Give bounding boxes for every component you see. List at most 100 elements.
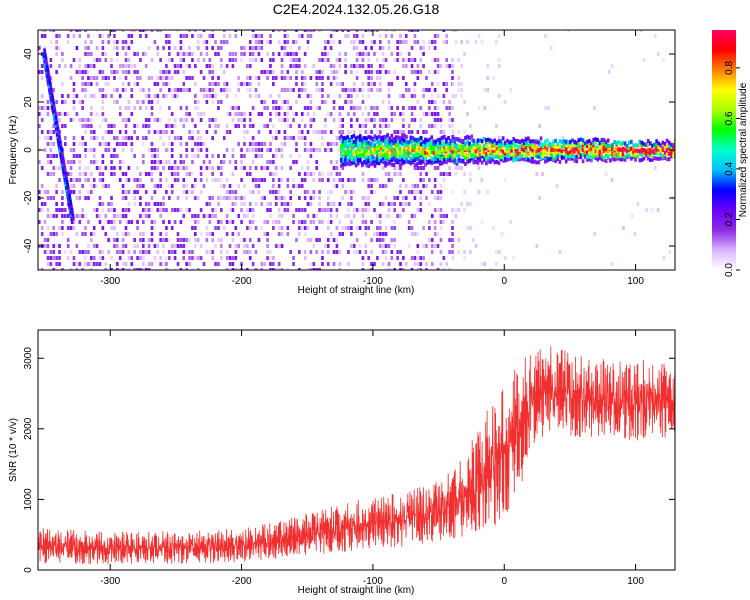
spectrogram-cell — [60, 146, 63, 151]
spectrogram-cell — [72, 88, 76, 92]
spectrogram-cell — [428, 141, 431, 146]
spectrogram-cell — [205, 154, 209, 158]
spectrogram-cell — [583, 149, 587, 154]
spectrogram-cell — [191, 154, 194, 158]
spectrogram-cell — [98, 262, 102, 266]
spectrogram-cell — [104, 262, 108, 266]
spectrogram-cell — [150, 166, 154, 170]
spectrogram-cell — [156, 166, 160, 170]
spectrogram-cell — [211, 46, 214, 50]
spectrogram-cell — [312, 118, 316, 122]
spectrogram-cell — [57, 144, 61, 149]
spectrogram-cell — [84, 88, 87, 92]
spectrogram-cell — [240, 202, 243, 206]
spectrogram-cell — [321, 70, 324, 74]
spectrogram-cell — [251, 106, 255, 110]
spectrogram-cell — [70, 205, 73, 210]
spectrogram-cell — [188, 30, 191, 32]
spectrogram-cell — [127, 190, 131, 194]
spectrogram-cell — [609, 150, 612, 155]
spectrogram-cell — [144, 214, 148, 218]
spectrogram-cell — [370, 250, 373, 254]
spectrogram-cell — [69, 268, 73, 270]
spectrogram-cell — [657, 147, 661, 152]
spectrogram-cell — [535, 172, 539, 176]
spectrogram-cell — [196, 220, 200, 224]
spectrogram-cell — [298, 34, 301, 38]
spectrogram-cell — [390, 178, 394, 182]
spectrogram-cell — [124, 244, 128, 248]
spectrogram-cell — [118, 214, 122, 218]
spectrogram-cell — [133, 238, 136, 242]
spectrogram-cell — [535, 151, 539, 156]
spectrogram-cell — [404, 262, 408, 266]
spectrogram-cell — [173, 70, 177, 74]
spectrogram-cell — [309, 100, 313, 104]
spectrogram-cell — [303, 30, 307, 32]
spectrogram-cell — [529, 159, 532, 164]
spectrogram-cell — [214, 208, 217, 212]
spectrogram-cell — [554, 138, 558, 143]
spectrogram-cell — [199, 148, 203, 152]
spectrogram-cell — [416, 268, 420, 270]
spectrogram-cell — [527, 144, 530, 149]
spectrogram-cell — [162, 202, 165, 206]
spectrogram-cell — [611, 151, 614, 156]
spectrogram-cell — [436, 94, 440, 98]
spectrogram-cell — [347, 262, 350, 266]
spectrogram-cell — [417, 144, 421, 149]
spectrogram-cell — [344, 140, 347, 145]
spectrogram-cell — [246, 76, 249, 80]
spectrogram-cell — [133, 82, 136, 86]
spectrogram-cell — [251, 244, 255, 248]
spectrogram-cell — [392, 143, 396, 148]
spectrogram-cell — [387, 244, 391, 248]
spectrogram-cell — [199, 256, 203, 260]
spectrogram-cell — [527, 151, 530, 156]
spectrogram-cell — [87, 220, 90, 224]
spectrogram-cell — [153, 118, 157, 122]
spectrogram-cell — [116, 46, 119, 50]
spectrogram-cell — [477, 166, 481, 170]
spectrogram-cell — [663, 145, 667, 150]
spectrogram-cell — [87, 244, 90, 248]
spectrogram-cell — [124, 88, 128, 92]
spectrogram-cell — [402, 202, 405, 206]
spectrogram-cell — [387, 88, 391, 92]
spectrogram-cell — [121, 88, 125, 92]
spectrogram-cell — [482, 144, 486, 149]
spectrogram-cell — [329, 190, 333, 194]
spectrogram-cell — [430, 40, 434, 44]
spectrogram-cell — [56, 124, 59, 128]
spectrogram-cell — [150, 30, 154, 32]
spectrogram-cell — [670, 154, 673, 159]
spectrogram-cell — [124, 208, 128, 212]
spectrogram-cell — [179, 154, 183, 158]
spectrogram-cell — [655, 145, 658, 150]
spectrogram-cell — [101, 118, 105, 122]
spectrogram-cell — [107, 250, 110, 254]
spectrogram-cell — [380, 146, 383, 151]
spectrogram-cell — [428, 159, 431, 164]
spectrogram-cell — [98, 34, 102, 38]
spectrogram-cell — [375, 160, 379, 165]
spectrogram-cell — [69, 250, 73, 254]
spectrogram-cell — [84, 154, 87, 158]
spectrogram-cell — [54, 127, 58, 132]
spectrogram-cell — [459, 138, 463, 143]
spectrogram-cell — [358, 208, 362, 212]
spectrogram-cell — [376, 256, 379, 260]
spectrogram-cell — [355, 94, 359, 98]
spectrogram-cell — [376, 58, 379, 62]
spectrogram-cell — [405, 143, 408, 148]
spectrogram-cell — [179, 136, 183, 140]
spectrogram-cell — [422, 40, 425, 44]
spectrogram-cell — [415, 156, 419, 161]
spectrogram-cell — [544, 34, 547, 38]
spectrogram-cell — [432, 141, 436, 146]
spectrogram-cell — [426, 159, 429, 164]
spectrogram-cell — [451, 124, 454, 128]
spectrogram-cell — [404, 82, 408, 86]
spectrogram-cell — [173, 94, 177, 98]
spectrogram-cell — [69, 226, 73, 230]
